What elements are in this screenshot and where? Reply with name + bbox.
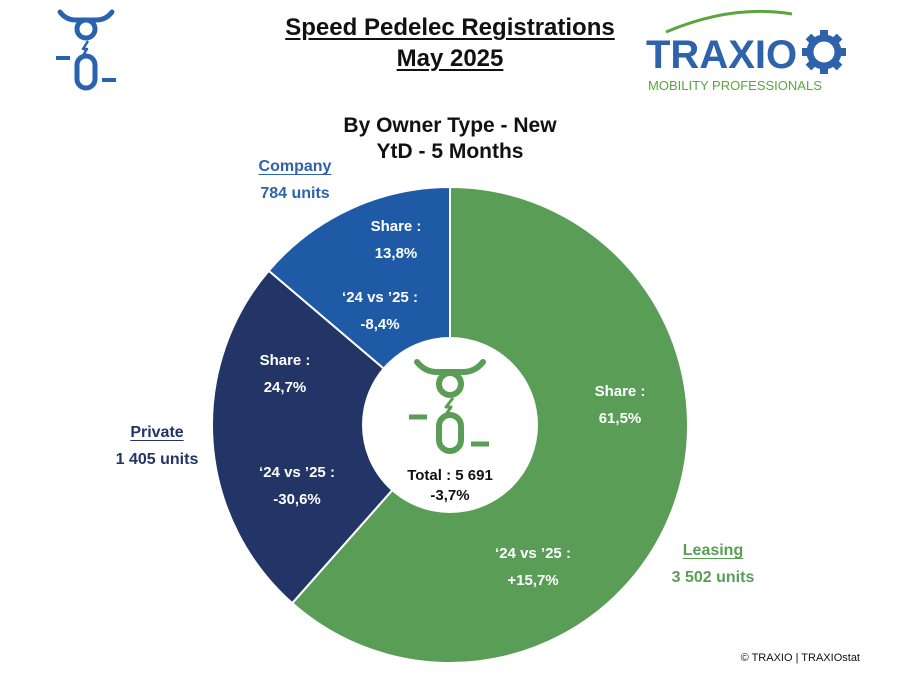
leasing-change-title: ‘24 vs ’25 :	[495, 545, 571, 562]
company-label: Company 784 units	[230, 156, 360, 205]
company-share-title: Share :	[370, 218, 422, 235]
leasing-share: Share : 61,5%	[545, 378, 695, 432]
chart-title-line-2: YtD - 5 Months	[376, 140, 524, 163]
private-label: Private 1 405 units	[92, 422, 222, 471]
logo-tagline: MOBILITY PROFESSIONALS	[648, 78, 822, 93]
center-total: Total : 5 691 -3,7%	[380, 466, 520, 506]
company-name: Company	[258, 158, 332, 175]
leasing-share-value: 61,5%	[598, 410, 642, 427]
private-change: ‘24 vs ’25 : -30,6%	[222, 459, 372, 513]
donut-hole	[362, 337, 538, 513]
company-share: Share : 13,8%	[321, 213, 471, 267]
leasing-share-title: Share :	[594, 383, 646, 400]
leasing-label: Leasing 3 502 units	[648, 540, 778, 589]
logo-brand: TRAXIO	[646, 33, 797, 77]
private-share-title: Share :	[259, 352, 311, 369]
private-name: Private	[130, 424, 184, 441]
leasing-change: ‘24 vs ’25 : +15,7%	[458, 540, 608, 594]
total-change: -3,7%	[430, 487, 470, 504]
pie-slice-private	[211, 269, 452, 605]
scooter-rider-icon	[56, 9, 116, 91]
company-change-value: -8,4%	[360, 316, 400, 333]
total-label: Total : 5 691	[407, 467, 493, 484]
page-title: Speed Pedelec Registrations May 2025	[200, 12, 700, 74]
leasing-change-value: +15,7%	[507, 572, 559, 589]
leasing-name: Leasing	[682, 542, 744, 559]
center-scooter-icon	[409, 359, 489, 454]
private-units: 1 405 units	[115, 451, 199, 468]
company-units: 784 units	[260, 185, 330, 202]
private-change-title: ‘24 vs ’25 :	[259, 464, 335, 481]
gear-icon	[802, 30, 846, 74]
title-line-2: May 2025	[396, 45, 504, 72]
company-share-value: 13,8%	[374, 245, 418, 262]
chart-title-line-1: By Owner Type - New	[343, 114, 557, 137]
private-share: Share : 24,7%	[210, 347, 360, 401]
company-change-title: ‘24 vs ’25 :	[342, 289, 418, 306]
copyright: © TRAXIO | TRAXIOstat	[740, 652, 860, 664]
traxio-logo: TRAXIO MOBILITY PROFESSIONALS	[646, 9, 846, 93]
company-change: ‘24 vs ’25 : -8,4%	[305, 284, 455, 338]
chart-title: By Owner Type - New YtD - 5 Months	[300, 113, 600, 165]
title-line-1: Speed Pedelec Registrations	[285, 14, 615, 41]
private-change-value: -30,6%	[273, 491, 321, 508]
leasing-units: 3 502 units	[671, 569, 755, 586]
private-share-value: 24,7%	[263, 379, 307, 396]
